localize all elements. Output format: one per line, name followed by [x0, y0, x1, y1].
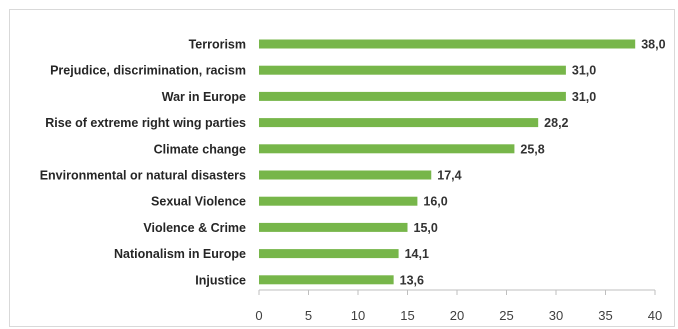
bar — [259, 118, 539, 128]
category-label: War in Europe — [162, 90, 246, 104]
x-tick-label: 5 — [305, 308, 312, 323]
category-label: Rise of extreme right wing parties — [45, 116, 246, 130]
bar — [259, 222, 408, 232]
data-label: 17,4 — [437, 169, 461, 183]
data-label: 28,2 — [544, 116, 568, 130]
data-label: 13,6 — [400, 273, 424, 287]
bar — [259, 196, 418, 206]
bar — [259, 65, 566, 75]
x-tick-label: 20 — [450, 308, 464, 323]
x-tick-label: 15 — [400, 308, 414, 323]
bar — [259, 275, 394, 285]
bar — [259, 170, 432, 180]
category-label: Climate change — [154, 142, 246, 156]
x-tick-label: 40 — [648, 308, 662, 323]
category-label: Violence & Crime — [143, 221, 246, 235]
category-label: Environmental or natural disasters — [40, 169, 246, 183]
data-label: 31,0 — [572, 90, 596, 104]
x-tick-label: 25 — [499, 308, 513, 323]
category-label: Terrorism — [189, 38, 246, 52]
bar — [259, 39, 636, 49]
data-label: 25,8 — [520, 142, 544, 156]
x-tick-label: 35 — [598, 308, 612, 323]
bar — [259, 91, 566, 101]
data-label: 14,1 — [405, 247, 429, 261]
bar — [259, 144, 515, 154]
data-label: 15,0 — [414, 221, 438, 235]
category-label: Injustice — [195, 273, 246, 287]
category-label: Prejudice, discrimination, racism — [50, 64, 246, 78]
data-label: 16,0 — [423, 195, 447, 209]
bar — [259, 249, 399, 259]
x-tick-label: 10 — [351, 308, 365, 323]
data-label: 38,0 — [641, 38, 665, 52]
x-tick-label: 0 — [255, 308, 262, 323]
x-tick-label: 30 — [549, 308, 563, 323]
data-label: 31,0 — [572, 64, 596, 78]
chart-frame — [9, 9, 675, 327]
category-label: Nationalism in Europe — [114, 247, 246, 261]
category-label: Sexual Violence — [151, 195, 246, 209]
